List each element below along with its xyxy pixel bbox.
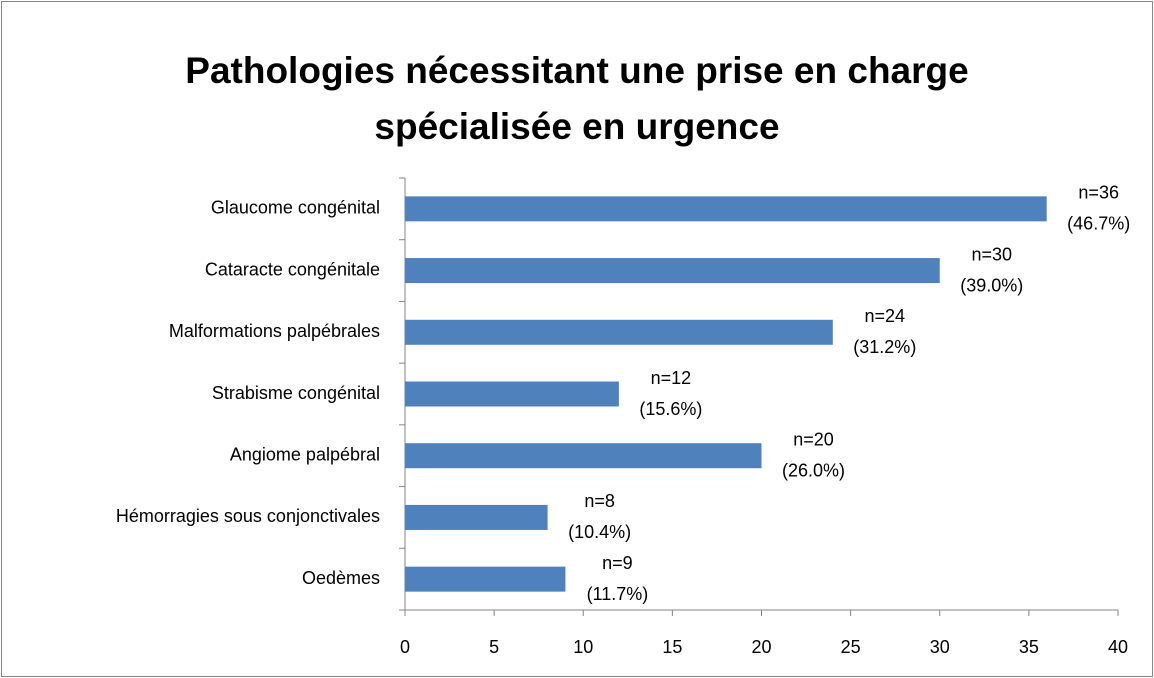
percentage-label: (10.4%) <box>568 522 631 542</box>
data-label: n=30 <box>971 244 1012 264</box>
y-tick-label: Glaucome congénital <box>211 198 380 218</box>
x-tick-label: 20 <box>751 637 771 657</box>
x-tick-label: 30 <box>930 637 950 657</box>
chart-title: Pathologies nécessitant une prise en cha… <box>185 50 968 91</box>
bar <box>405 381 619 407</box>
percentage-label: (26.0%) <box>782 460 845 480</box>
bar <box>405 443 762 469</box>
data-label: n=24 <box>865 306 906 326</box>
bar <box>405 258 940 284</box>
data-label: n=12 <box>651 368 692 388</box>
data-label: n=20 <box>793 429 834 449</box>
bar <box>405 504 548 530</box>
bar <box>405 196 1047 222</box>
percentage-label: (31.2%) <box>853 337 916 357</box>
chart-title: spécialisée en urgence <box>374 106 779 147</box>
percentage-label: (11.7%) <box>587 584 649 604</box>
y-tick-label: Strabisme congénital <box>212 383 380 403</box>
x-tick-label: 0 <box>400 637 410 657</box>
data-label: n=9 <box>602 553 633 573</box>
data-label: n=8 <box>584 491 615 511</box>
percentage-label: (46.7%) <box>1067 214 1130 234</box>
x-tick-label: 40 <box>1108 637 1128 657</box>
x-tick-label: 25 <box>841 637 861 657</box>
percentage-label: (15.6%) <box>639 399 702 419</box>
x-tick-label: 5 <box>489 637 499 657</box>
y-tick-label: Angiome palpébral <box>230 444 380 464</box>
x-tick-label: 35 <box>1019 637 1039 657</box>
y-tick-label: Malformations palpébrales <box>169 321 380 341</box>
percentage-label: (39.0%) <box>960 275 1023 295</box>
data-label: n=36 <box>1078 183 1119 203</box>
y-tick-label: Hémorragies sous conjonctivales <box>116 506 380 526</box>
bar <box>405 319 833 345</box>
x-tick-label: 15 <box>662 637 682 657</box>
x-tick-label: 10 <box>573 637 593 657</box>
y-tick-label: Cataracte congénitale <box>205 259 380 279</box>
bar <box>405 566 566 592</box>
y-tick-label: Oedèmes <box>302 568 380 588</box>
